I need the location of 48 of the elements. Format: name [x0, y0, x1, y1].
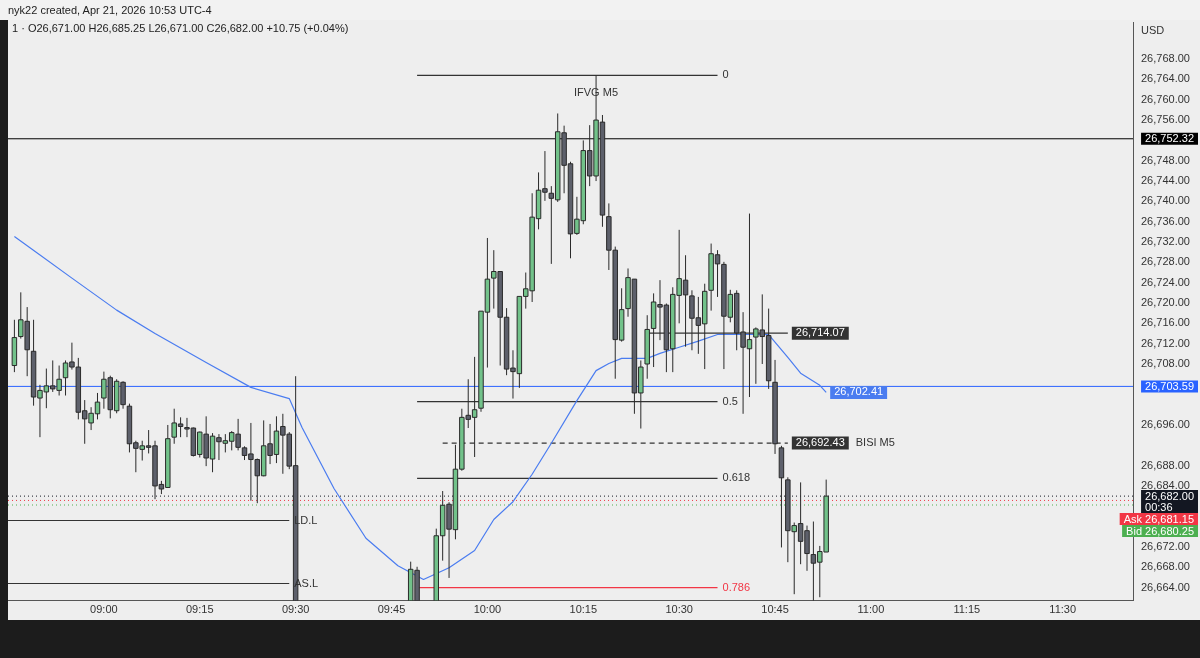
series-label: 0.5: [722, 394, 738, 407]
y-tick-label: 26,744.00: [1141, 174, 1190, 187]
x-tick-label: 11:15: [953, 603, 981, 616]
series-label: 0.618: [722, 471, 751, 484]
y-tick-label: 26,668.00: [1141, 560, 1190, 573]
chart-subtitle: 1 · O26,671.00 H26,685.25 L26,671.00 C26,682.00 +10.75 (+0.04%): [12, 22, 349, 34]
ref-line-label: Bid 26,680.25: [1126, 524, 1194, 537]
x-tick-label: 09:30: [281, 603, 310, 616]
series-label: 0.786: [722, 580, 751, 593]
y-tick-label: 26,716.00: [1141, 316, 1190, 329]
y-tick-label: 26,720.00: [1141, 296, 1190, 309]
y-tick-label: 26,736.00: [1141, 214, 1190, 227]
y-tick-label: 26,696.00: [1141, 418, 1190, 431]
x-tick-label: 10:45: [761, 603, 789, 616]
y-tick-label: 26,684.00: [1141, 478, 1190, 491]
y-axis-title: USD: [1141, 24, 1165, 37]
y-tick-label: 26,732.00: [1141, 235, 1190, 248]
y-tick-label: 26,760.00: [1141, 92, 1190, 105]
x-tick-label: 09:45: [377, 603, 406, 616]
x-tick-label: 11:00: [857, 603, 885, 616]
x-tick-label: 10:00: [473, 603, 502, 616]
y-tick-label: 26,756.00: [1141, 113, 1190, 126]
data-label: 26,714.07: [795, 326, 845, 339]
x-tick-label: 10:30: [665, 603, 693, 616]
ref-line-label: Ask 26,681.15: [1123, 512, 1195, 525]
y-tick-label: 26,764.00: [1141, 72, 1190, 85]
x-tick-label: 11:30: [1049, 603, 1077, 616]
y-tick-label: 26,708.00: [1141, 357, 1190, 370]
y-tick-label: 26,728.00: [1141, 255, 1190, 268]
x-tick-label: 09:00: [90, 603, 118, 616]
y-tick-label: 26,740.00: [1141, 194, 1190, 207]
text: BISI M5: [855, 436, 895, 449]
ref-line-label: 26,752.32: [1145, 132, 1194, 145]
x-tick-label: 09:15: [186, 603, 214, 616]
y-tick-label: 26,688.00: [1141, 458, 1190, 471]
y-tick-label: 26,672.00: [1141, 539, 1190, 552]
x-tick-label: 10:15: [569, 603, 598, 616]
y-tick-label: 26,712.00: [1141, 336, 1190, 349]
y-tick-label: 26,768.00: [1141, 52, 1190, 65]
text: nyk22 created, Apr 21, 2026 10:53 UTC-4: [0, 0, 1200, 20]
ref-line-label: 26,682.00 00:36: [1145, 489, 1194, 513]
y-tick-label: 26,664.00: [1141, 580, 1190, 593]
series-label: 0: [722, 68, 729, 81]
data-label: 26,702.41: [834, 385, 884, 398]
y-tick-label: 26,748.00: [1141, 153, 1190, 166]
data-label: 26,692.43: [795, 436, 845, 449]
ref-line-label: 26,703.59: [1145, 379, 1194, 392]
y-tick-label: 26,724.00: [1141, 275, 1190, 288]
